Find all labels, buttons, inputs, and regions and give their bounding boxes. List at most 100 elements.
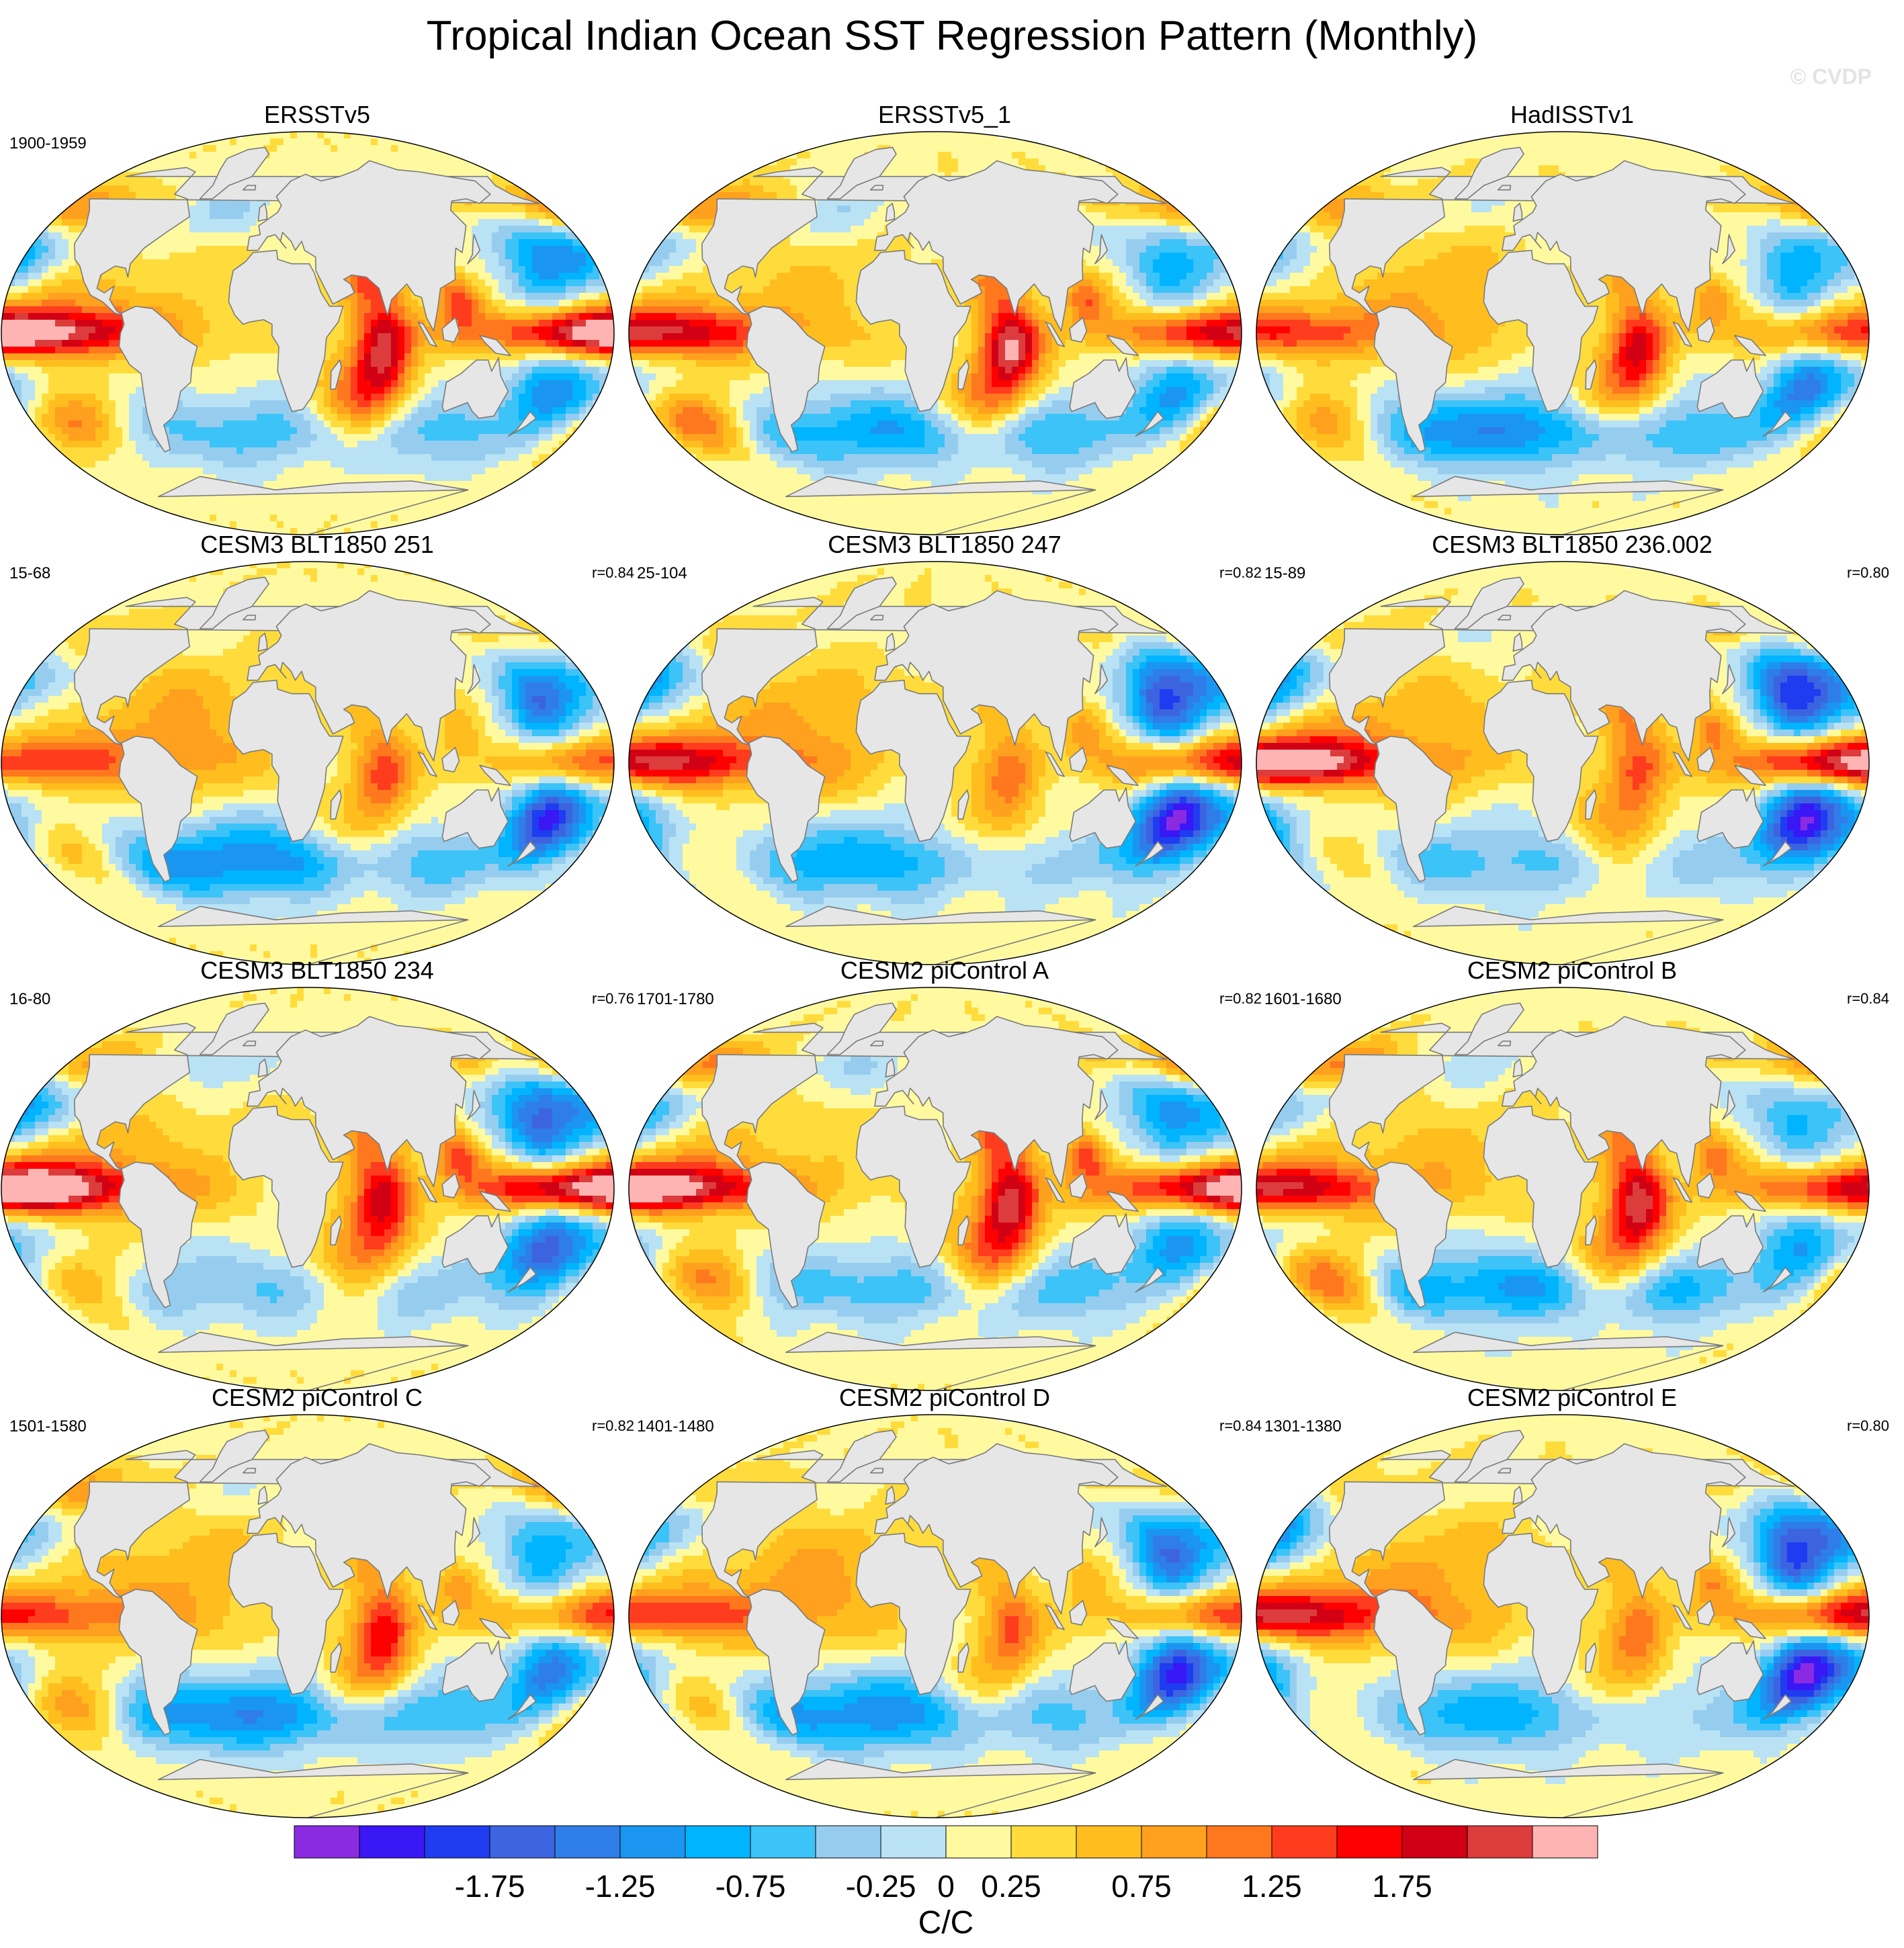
africa-landmass <box>855 1105 971 1268</box>
africa-landmass <box>855 249 971 412</box>
greenland-landmass <box>826 576 897 629</box>
new-guinea-landmass <box>479 764 511 787</box>
panel-pattern-correlation: r=0.82 <box>1219 564 1262 582</box>
sumatra-landmass <box>1045 1604 1065 1630</box>
madagascar-landmass <box>957 1642 969 1673</box>
greenland-landmass <box>826 146 897 200</box>
uk-landmass <box>257 1058 268 1078</box>
land-mask <box>1329 1002 1795 1390</box>
map-border <box>1256 561 1870 965</box>
greenland-landmass <box>199 1429 269 1482</box>
africa-landmass <box>228 249 344 412</box>
sumatra-landmass <box>1672 1177 1692 1203</box>
land-mask <box>74 576 540 965</box>
antarctica-landmass <box>157 1759 469 1818</box>
japan-landmass <box>466 1090 481 1120</box>
antarctica-landmass <box>157 905 469 965</box>
africa-landmass <box>1483 1532 1599 1695</box>
map-panel: CESM3 BLT1850 236.002 15-89 r=0.80 <box>1255 531 1889 967</box>
antarctica-landmass <box>1412 1759 1724 1818</box>
south-america-landmass <box>1373 736 1453 883</box>
japan-landmass <box>1721 1517 1736 1548</box>
sumatra-landmass <box>1045 321 1065 347</box>
sst-regression-map <box>628 987 1242 1391</box>
colorbar-box <box>294 1825 360 1859</box>
japan-landmass <box>1094 1090 1109 1120</box>
australia-landmass <box>1069 787 1137 849</box>
antarctica-landmass <box>157 476 469 535</box>
figure-title: Tropical Indian Ocean SST Regression Pat… <box>0 12 1904 60</box>
sst-anomaly-field <box>1256 562 1869 965</box>
eurasia-landmass <box>247 1443 491 1615</box>
eurasia-landmass <box>874 590 1119 762</box>
eurasia-landmass <box>1502 1016 1746 1188</box>
antarctica-landmass <box>785 476 1096 535</box>
uk-landmass <box>885 202 896 222</box>
colorbar-tick-label: 0 <box>937 1869 955 1904</box>
japan-landmass <box>1094 234 1109 265</box>
africa-landmass <box>228 1532 344 1695</box>
sumatra-landmass <box>1045 751 1065 777</box>
south-america-landmass <box>746 1589 826 1736</box>
colorbar-box <box>1336 1825 1403 1859</box>
sumatra-landmass <box>1045 1177 1065 1203</box>
africa-landmass <box>228 1105 344 1268</box>
japan-landmass <box>1094 1517 1109 1548</box>
new-zealand-landmass <box>1135 410 1164 437</box>
map-panel: CESM3 BLT1850 247 25-104 r=0.82 <box>628 531 1262 967</box>
iceland-landmass <box>869 615 884 621</box>
new-guinea-landmass <box>1734 764 1766 787</box>
greenland-landmass <box>199 576 269 629</box>
new-guinea-landmass <box>1107 335 1139 357</box>
madagascar-landmass <box>330 359 342 390</box>
eurasia-landmass <box>874 1016 1119 1188</box>
new-zealand-landmass <box>1762 1693 1792 1720</box>
panel-period: 1900-1959 <box>9 134 87 153</box>
new-guinea-landmass <box>479 335 511 357</box>
colorbar-tick-label: 0.25 <box>981 1869 1041 1904</box>
panel-title: CESM3 BLT1850 247 <box>628 531 1262 559</box>
iceland-landmass <box>1497 185 1512 191</box>
greenland-landmass <box>826 1002 897 1055</box>
panel-period: 1301-1380 <box>1264 1417 1342 1436</box>
panel-pattern-correlation: r=0.80 <box>1847 1417 1889 1435</box>
australia-landmass <box>1069 1212 1137 1275</box>
madagascar-landmass <box>1585 1215 1597 1246</box>
australia-landmass <box>441 1640 509 1702</box>
panel-title: HadISSTv1 <box>1255 101 1889 129</box>
eurasia-landmass <box>1502 1443 1746 1615</box>
panel-pattern-correlation: r=0.82 <box>1219 990 1262 1008</box>
japan-landmass <box>466 664 481 695</box>
new-guinea-landmass <box>1107 1190 1139 1212</box>
madagascar-landmass <box>957 359 969 390</box>
uk-landmass <box>257 1485 268 1505</box>
new-guinea-landmass <box>479 1190 511 1212</box>
borneo-landmass <box>1069 316 1088 343</box>
madagascar-landmass <box>1585 789 1597 820</box>
borneo-landmass <box>1696 1599 1715 1626</box>
madagascar-landmass <box>1585 359 1597 390</box>
uk-landmass <box>257 202 268 222</box>
australia-landmass <box>441 787 509 849</box>
iceland-landmass <box>1497 1468 1512 1474</box>
antarctica-landmass <box>785 1331 1096 1390</box>
panel-title: CESM2 piControl E <box>1255 1384 1889 1412</box>
uk-landmass <box>257 632 268 652</box>
south-america-landmass <box>746 736 826 883</box>
new-zealand-landmass <box>1135 1266 1164 1293</box>
sst-regression-map <box>1256 561 1870 965</box>
sumatra-landmass <box>417 321 437 347</box>
land-mask <box>701 1429 1168 1818</box>
south-america-landmass <box>746 1161 826 1309</box>
africa-landmass <box>1483 1105 1599 1268</box>
japan-landmass <box>466 1517 481 1548</box>
colorbar-box <box>815 1825 881 1859</box>
borneo-landmass <box>441 746 460 773</box>
colorbar-box <box>1532 1825 1598 1859</box>
eurasia-landmass <box>247 590 491 762</box>
map-border <box>1 131 615 535</box>
iceland-landmass <box>1497 1041 1512 1047</box>
antarctica-landmass <box>1412 1331 1724 1390</box>
uk-landmass <box>885 632 896 652</box>
new-zealand-landmass <box>507 1693 537 1720</box>
